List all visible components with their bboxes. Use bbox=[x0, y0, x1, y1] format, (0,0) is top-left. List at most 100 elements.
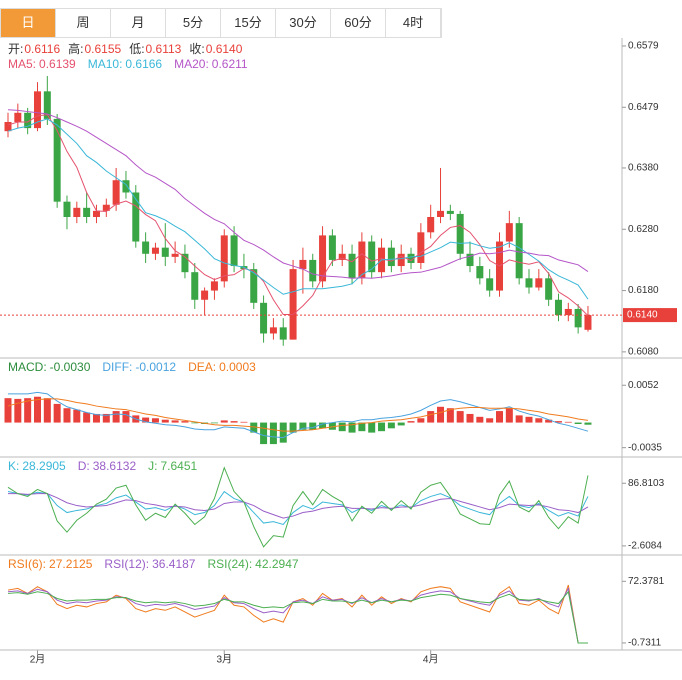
tab[interactable]: 30分 bbox=[276, 9, 331, 37]
macd-bar bbox=[574, 422, 582, 424]
legend-value: 0.6139 bbox=[39, 57, 76, 71]
candle-body bbox=[584, 315, 592, 330]
ohlc-label: 高: bbox=[68, 41, 83, 56]
legend-name: J: bbox=[148, 459, 157, 473]
candle-body bbox=[191, 272, 199, 300]
candle-body bbox=[33, 91, 41, 129]
macd-bar bbox=[378, 422, 386, 432]
indicator-line bbox=[7, 586, 588, 644]
tab[interactable]: 月 bbox=[111, 9, 166, 37]
macd-bar bbox=[525, 416, 533, 423]
legend-name: MACD: bbox=[8, 360, 47, 374]
legend-name: DIFF: bbox=[102, 360, 132, 374]
indicator-line bbox=[7, 584, 588, 644]
x-tick-label: 3月 bbox=[216, 654, 232, 666]
legend-value: 7.6451 bbox=[160, 459, 197, 473]
macd-bar bbox=[486, 418, 494, 423]
macd-bar bbox=[535, 418, 543, 423]
candle-body bbox=[63, 201, 71, 218]
legend-value: 38.6132 bbox=[93, 459, 137, 473]
macd-bar bbox=[230, 421, 238, 423]
macd-bar bbox=[112, 411, 120, 423]
macd-bar bbox=[122, 411, 130, 423]
candle-body bbox=[142, 241, 150, 254]
candle-body bbox=[417, 232, 425, 263]
ohlc-value: 0.6155 bbox=[85, 42, 122, 56]
last-price-label: 0.6140 bbox=[627, 310, 658, 321]
macd-bar bbox=[545, 419, 553, 423]
macd-bar bbox=[466, 413, 474, 423]
legend-name: RSI(12): bbox=[104, 557, 149, 571]
legend-value: 42.2947 bbox=[255, 557, 299, 571]
legend-value: 27.2125 bbox=[49, 557, 93, 571]
x-tick-label: 4月 bbox=[423, 654, 439, 666]
indicator-line bbox=[7, 109, 589, 279]
macd-bar bbox=[584, 422, 592, 425]
macd-bar bbox=[456, 411, 464, 423]
candle-body bbox=[319, 235, 327, 282]
indicator-line bbox=[7, 590, 588, 644]
macd-bar bbox=[142, 417, 150, 423]
macd-bar bbox=[43, 398, 51, 423]
candle-body bbox=[269, 327, 277, 334]
tab[interactable]: 日 bbox=[1, 9, 56, 37]
candle-body bbox=[476, 266, 484, 279]
candle-body bbox=[279, 327, 287, 340]
y-tick-label: 86.8103 bbox=[628, 478, 665, 489]
candle-body bbox=[299, 259, 307, 270]
macd-bar bbox=[476, 416, 484, 423]
candle-body bbox=[289, 269, 297, 340]
macd-bar bbox=[73, 409, 81, 423]
macd-bar bbox=[417, 418, 425, 423]
macd-bar bbox=[289, 422, 297, 433]
candle-body bbox=[446, 210, 454, 214]
macd-bar bbox=[319, 422, 327, 429]
candle-body bbox=[387, 247, 395, 267]
legend-name: RSI(6): bbox=[8, 557, 46, 571]
macd-bar bbox=[14, 398, 22, 423]
macd-bar bbox=[338, 422, 346, 432]
macd-bar bbox=[505, 408, 513, 423]
legend-value: 0.0003 bbox=[219, 360, 256, 374]
candle-body bbox=[348, 253, 356, 279]
legend-name: K: bbox=[8, 459, 19, 473]
macd-bar bbox=[171, 420, 179, 423]
macd-bar bbox=[446, 408, 454, 423]
y-tick-label: 0.6579 bbox=[628, 41, 659, 52]
y-tick-label: 0.6080 bbox=[628, 347, 659, 358]
tab[interactable]: 4时 bbox=[386, 9, 441, 37]
ohlc-value: 0.6113 bbox=[146, 42, 182, 56]
macd-bar bbox=[181, 421, 189, 423]
candle-body bbox=[14, 112, 22, 122]
legend-value: 0.6166 bbox=[125, 57, 162, 71]
macd-bar bbox=[437, 406, 445, 423]
last-price-box bbox=[623, 308, 677, 323]
macd-bar bbox=[348, 422, 356, 433]
macd-bar bbox=[240, 421, 248, 423]
legend-value: 28.2905 bbox=[22, 459, 66, 473]
candle-body bbox=[4, 121, 12, 132]
legend-value: 36.4187 bbox=[152, 557, 196, 571]
macd-bar bbox=[53, 403, 61, 423]
tab[interactable]: 5分 bbox=[166, 9, 221, 37]
candle-body bbox=[43, 91, 51, 119]
candle-body bbox=[505, 223, 513, 242]
tab[interactable]: 60分 bbox=[331, 9, 386, 37]
tab[interactable]: 15分 bbox=[221, 9, 276, 37]
macd-bar bbox=[269, 422, 277, 445]
tab[interactable]: 周 bbox=[56, 9, 111, 37]
x-tick-label: 2月 bbox=[30, 654, 46, 666]
candle-body bbox=[456, 213, 464, 254]
macd-bar bbox=[496, 411, 503, 423]
legend-value: -0.0030 bbox=[50, 360, 91, 374]
candle-body bbox=[328, 235, 336, 260]
macd-bar bbox=[33, 396, 41, 423]
indicator-line bbox=[7, 118, 589, 300]
macd-bar bbox=[397, 422, 405, 426]
candle-body bbox=[102, 204, 110, 211]
macd-bar bbox=[515, 415, 523, 423]
macd-bar bbox=[279, 422, 287, 443]
ohlc-value: 0.6140 bbox=[206, 42, 243, 56]
candle-body bbox=[397, 253, 405, 267]
macd-bar bbox=[161, 419, 169, 423]
